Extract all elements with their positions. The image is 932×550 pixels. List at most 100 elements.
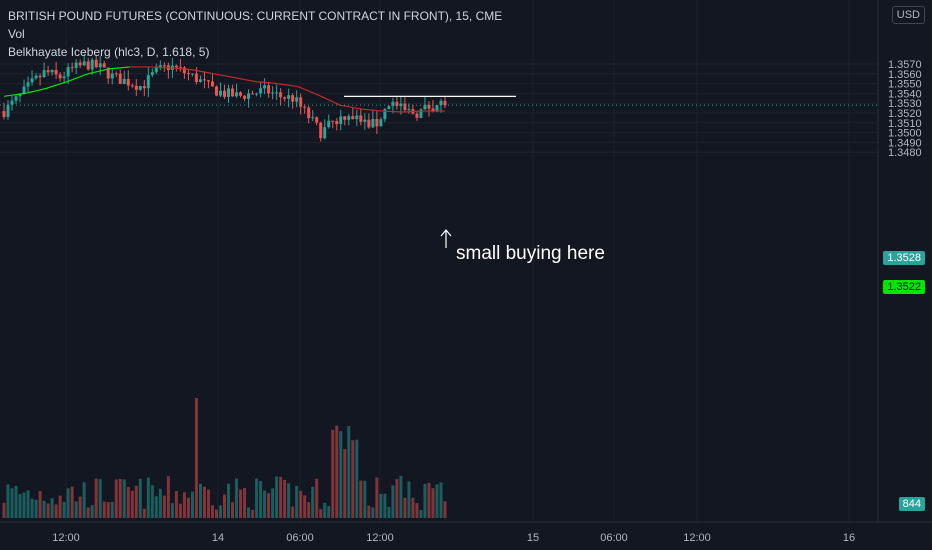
- candle-body: [134, 85, 138, 90]
- candle-body: [423, 104, 427, 110]
- volume-bar: [198, 483, 202, 518]
- volume-bar: [231, 502, 235, 518]
- candle-body: [335, 121, 339, 125]
- candle-body: [118, 73, 122, 84]
- volume-legend: Vol: [8, 27, 25, 41]
- volume-bar: [162, 495, 166, 518]
- candle-body: [90, 59, 94, 70]
- candle-body: [206, 80, 210, 82]
- candle-body: [415, 113, 419, 118]
- volume-bar: [367, 505, 371, 518]
- volume-bar: [130, 490, 134, 518]
- volume-bar: [227, 483, 231, 518]
- x-tick-label: 16: [843, 532, 855, 544]
- candle-body: [82, 61, 86, 66]
- candle-body: [26, 82, 30, 87]
- candle-body: [223, 90, 226, 97]
- volume-bar: [235, 478, 239, 518]
- volume-bar: [26, 490, 30, 518]
- candle-body: [347, 116, 351, 120]
- candle-body: [150, 72, 154, 76]
- candle-body: [307, 107, 311, 119]
- last-price-badge: 1.3528: [883, 251, 925, 265]
- candle-body: [62, 76, 66, 79]
- volume-bar: [2, 502, 6, 518]
- volume-bar: [114, 479, 118, 518]
- candle-body: [315, 117, 319, 123]
- x-tick-label: 12:00: [366, 532, 394, 544]
- chart-title: BRITISH POUND FUTURES (CONTINUOUS: CURRE…: [8, 9, 503, 23]
- candle-body: [275, 92, 279, 94]
- volume-bar: [210, 505, 214, 518]
- x-tick-label: 12:00: [52, 532, 80, 544]
- volume-bar: [194, 398, 198, 518]
- volume-bar: [190, 491, 194, 518]
- candle-body: [379, 119, 383, 127]
- volume-bar: [62, 502, 66, 518]
- candle-body: [395, 101, 399, 107]
- candle-body: [142, 86, 146, 89]
- candle-body: [38, 75, 42, 78]
- candle-body: [122, 78, 126, 84]
- candle-body: [98, 63, 102, 68]
- candle-body: [227, 88, 231, 97]
- candle-body: [435, 105, 439, 111]
- candle-body: [214, 86, 218, 96]
- volume-bar: [170, 503, 174, 518]
- candle-body: [235, 92, 239, 97]
- volume-bar: [307, 502, 311, 518]
- candle-body: [391, 101, 395, 107]
- volume-bar: [359, 480, 363, 518]
- volume-bar: [387, 506, 391, 518]
- candle-body: [194, 73, 198, 82]
- volume-bar: [46, 503, 50, 518]
- volume-bar: [303, 495, 307, 518]
- candle-body: [130, 85, 134, 87]
- volume-bar: [291, 506, 295, 518]
- candle-body: [114, 73, 118, 75]
- volume-bar: [54, 504, 58, 518]
- candle-body: [78, 62, 82, 66]
- volume-bar: [58, 495, 62, 518]
- volume-bar: [403, 497, 407, 518]
- volume-bar: [74, 501, 78, 518]
- volume-bar: [122, 479, 126, 518]
- y-tick-label: 1.3500: [888, 128, 922, 140]
- volume-bar: [34, 499, 38, 518]
- candle-body: [2, 111, 6, 117]
- volume-bar: [279, 476, 283, 518]
- volume-bar: [311, 486, 315, 518]
- candle-body: [54, 69, 58, 75]
- candle-body: [186, 73, 190, 75]
- candle-body: [58, 74, 62, 79]
- candle-body: [14, 96, 18, 101]
- volume-bar: [243, 488, 247, 518]
- candle-body: [279, 92, 283, 98]
- candle-body: [311, 117, 315, 119]
- candle-body: [158, 65, 162, 68]
- volume-bar: [106, 502, 110, 518]
- candle-body: [291, 95, 295, 102]
- currency-button[interactable]: USD: [891, 6, 925, 24]
- candle-body: [146, 75, 150, 89]
- volume-bar: [407, 481, 411, 518]
- candle-body: [271, 92, 275, 94]
- volume-bar: [415, 503, 419, 518]
- x-tick-label: 12:00: [683, 532, 711, 544]
- volume-bar: [90, 505, 94, 518]
- candle-body: [295, 97, 299, 102]
- volume-bar: [186, 497, 190, 518]
- volume-bar: [255, 478, 259, 518]
- volume-bar: [247, 507, 251, 518]
- volume-bar: [315, 478, 319, 518]
- candle-body: [126, 78, 130, 86]
- candle-body: [106, 67, 110, 79]
- candle-body: [327, 120, 331, 128]
- volume-bar: [239, 489, 243, 518]
- volume-bar: [218, 505, 222, 518]
- indicator-value-badge: 1.3522: [883, 280, 925, 294]
- candle-body: [6, 104, 10, 117]
- candle-body: [319, 122, 323, 139]
- candle-body: [102, 63, 106, 68]
